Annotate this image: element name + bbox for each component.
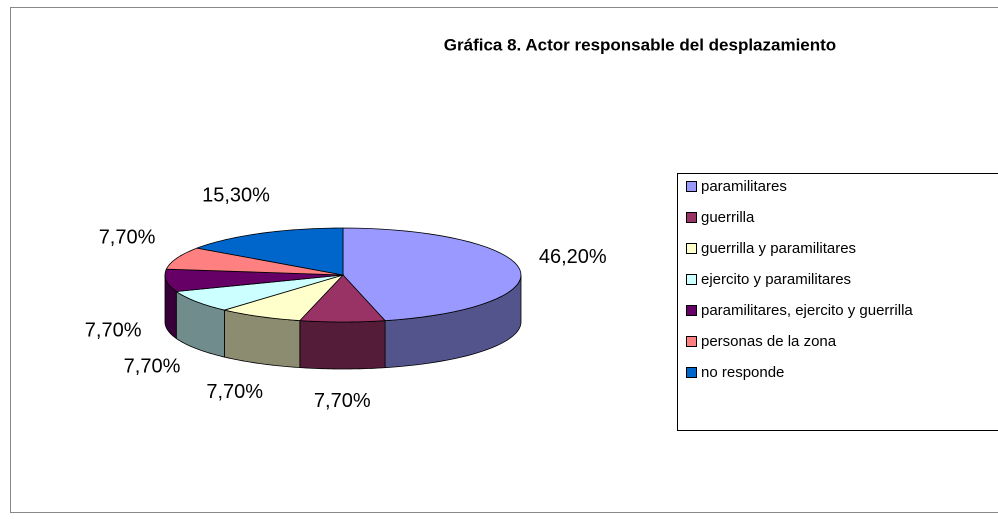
legend-swatch <box>686 212 697 223</box>
data-label: 7,70% <box>206 381 263 403</box>
legend-swatch <box>686 181 697 192</box>
pie-slice <box>175 274 344 311</box>
legend-swatch <box>686 243 697 254</box>
legend-swatch <box>686 274 697 285</box>
legend-label: no responde <box>701 364 784 381</box>
data-label: 7,70% <box>124 355 181 377</box>
legend-label: ejercito y paramilitares <box>701 271 851 288</box>
data-label: 7,70% <box>314 390 371 412</box>
legend-label: paramilitares <box>701 178 787 195</box>
data-label: 7,70% <box>99 227 156 249</box>
legend-swatch <box>686 305 697 316</box>
pie-side <box>299 320 386 370</box>
legend-label: paramilitares, ejercito y guerrilla <box>701 302 913 319</box>
pie-slice <box>195 227 344 276</box>
chart-title: Gráfica 8. Actor responsable del desplaz… <box>444 35 836 54</box>
data-label: 46,20% <box>539 246 607 268</box>
legend-swatch <box>686 336 697 347</box>
pie-slice <box>164 268 344 292</box>
frame <box>10 7 998 513</box>
legend-swatch <box>686 367 697 378</box>
pie-slice <box>342 227 522 322</box>
legend-label: guerrilla y paramilitares <box>701 240 856 257</box>
data-label: 15,30% <box>202 184 270 206</box>
legend-box <box>677 173 998 431</box>
legend-label: guerrilla <box>701 209 755 226</box>
pie-slice <box>222 274 345 322</box>
pie-slice <box>298 274 386 323</box>
pie-slice <box>165 247 344 276</box>
data-label: 7,70% <box>85 320 142 342</box>
legend-label: personas de la zona <box>701 333 837 350</box>
